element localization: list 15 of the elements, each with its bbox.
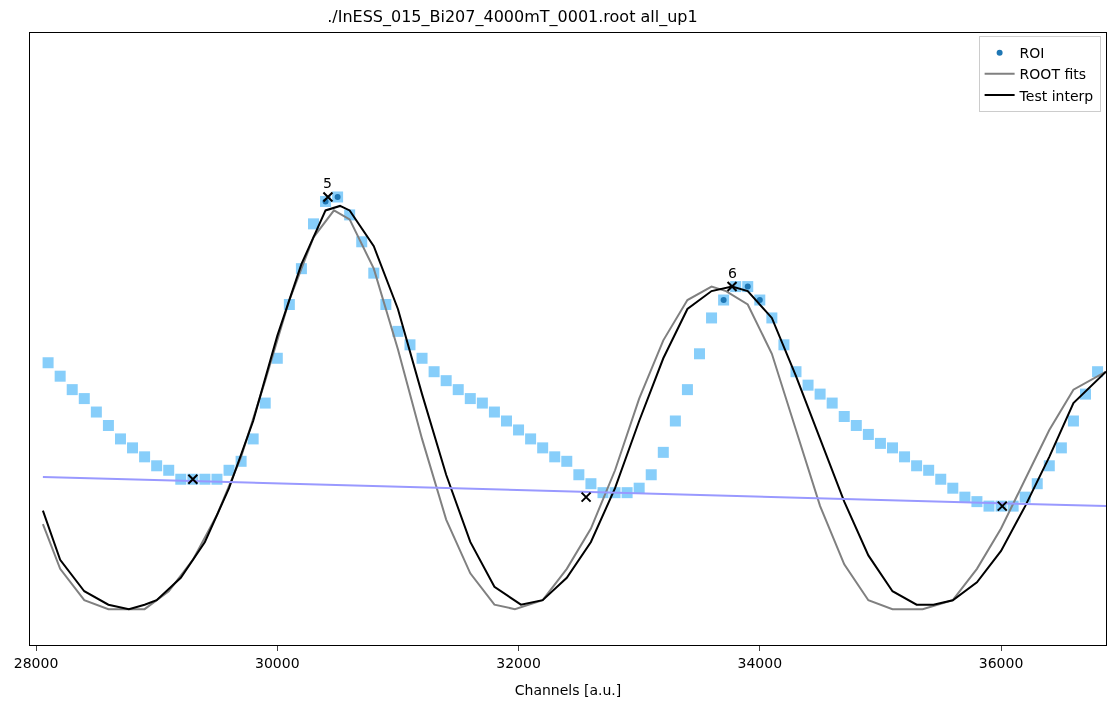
annotation: 6 xyxy=(728,265,737,281)
legend-label: Test interp xyxy=(1018,87,1094,104)
x-tick-label: 36000 xyxy=(978,654,1024,671)
x-tick-label: 34000 xyxy=(737,654,783,671)
annotation: 5 xyxy=(323,175,332,191)
point xyxy=(580,491,592,503)
x-axis-title: Channels [a.u.] xyxy=(514,682,622,699)
legend-label: ROOT fits xyxy=(1019,66,1086,83)
chart-title: ./InESS_015_Bi207_4000mT_0001.root all_up1 xyxy=(327,6,698,27)
x-tick-label: 28000 xyxy=(13,654,59,671)
x-tick-label: 30000 xyxy=(255,654,300,671)
point xyxy=(726,281,738,293)
point xyxy=(322,191,334,203)
x-tick-label: 32000 xyxy=(496,654,541,671)
legend-label: ROI xyxy=(1019,45,1045,62)
